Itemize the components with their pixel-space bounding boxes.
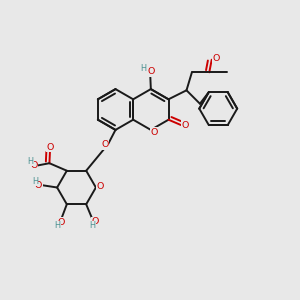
Text: O: O: [96, 182, 104, 191]
Text: H: H: [32, 177, 38, 186]
Text: H: H: [55, 221, 61, 230]
Text: O: O: [147, 67, 154, 76]
Text: O: O: [58, 218, 65, 227]
Text: O: O: [212, 54, 220, 63]
Text: H: H: [27, 157, 33, 166]
Text: H: H: [89, 221, 95, 230]
Text: O: O: [92, 217, 99, 226]
Text: O: O: [35, 181, 42, 190]
Text: O: O: [30, 160, 38, 169]
Text: O: O: [101, 140, 109, 149]
Text: O: O: [182, 121, 189, 130]
Text: O: O: [151, 128, 158, 137]
Text: H: H: [141, 64, 147, 73]
Text: O: O: [46, 142, 54, 152]
